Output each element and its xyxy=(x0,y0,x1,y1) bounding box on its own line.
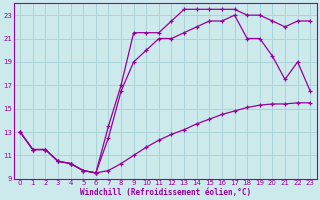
X-axis label: Windchill (Refroidissement éolien,°C): Windchill (Refroidissement éolien,°C) xyxy=(80,188,251,197)
